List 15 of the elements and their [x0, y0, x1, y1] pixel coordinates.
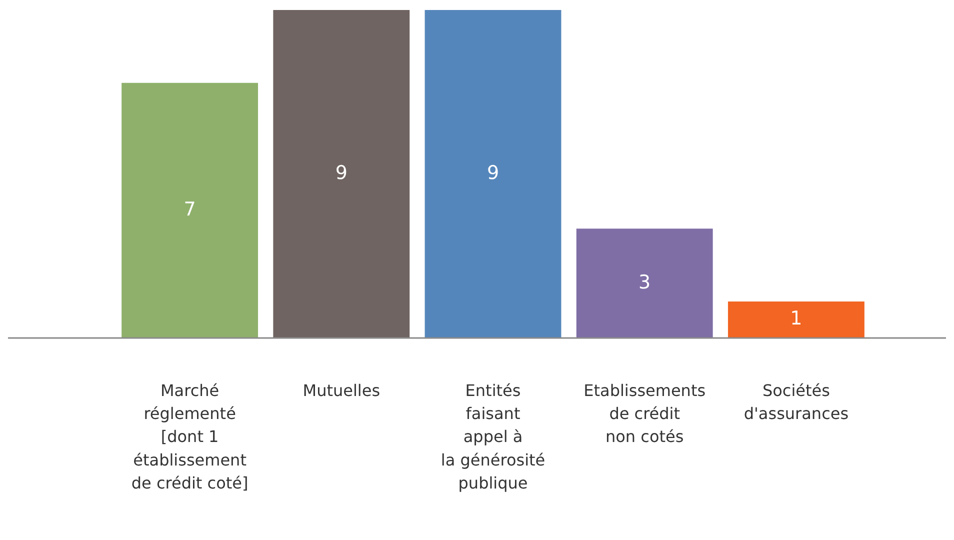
- x-tick-label: Sociétés d'assurances: [744, 380, 849, 423]
- data-label: 7: [184, 198, 196, 220]
- data-label: 9: [335, 162, 348, 184]
- data-label: 3: [638, 271, 651, 294]
- bar: [728, 302, 864, 338]
- bar: [424, 10, 562, 338]
- bar: [122, 82, 258, 338]
- data-label: 1: [790, 308, 802, 330]
- data-label: 9: [486, 162, 500, 184]
- x-tick-label: Mutuelles: [302, 380, 380, 400]
- bar: [273, 10, 410, 338]
- bar: [576, 228, 713, 338]
- x-tick-label: Etablissements de crédit non cotés: [584, 380, 706, 446]
- x-tick-label: Marché réglementé [dont 1 établissement de crédit coté]: [131, 380, 248, 493]
- x-tick-label: Entités faisant appel à la générosité publique: [440, 380, 546, 493]
